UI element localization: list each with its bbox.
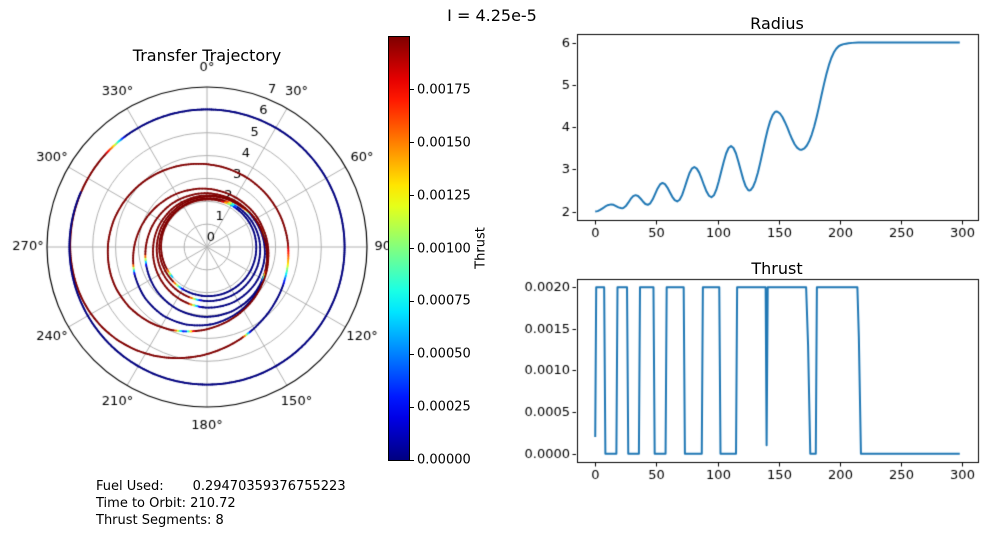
colorbar-tick-mark [410,142,414,144]
colorbar-tick-mark [410,195,414,197]
colorbar-tick-label: 0.00125 [417,188,471,204]
colorbar-tick-label: 0.00050 [417,346,471,362]
polar-chart-title: Transfer Trajectory [132,46,282,65]
thrust-segments-text: Thrust Segments: 8 [96,513,224,529]
colorbar-tick-mark [410,459,414,461]
thrust-colorbar: 0.00000 0.00025 0.00050 0.00075 0.00100 0.001… [388,36,498,468]
colorbar-axis-label: Thrust [473,227,489,269]
thrust-chart-title: Thrust [751,259,803,278]
colorbar-tick-label: 0.00075 [417,293,471,309]
colorbar-tick-mark [410,353,414,355]
colorbar-tick-label: 0.00150 [417,135,471,151]
colorbar-tick-label: 0.00175 [417,82,471,98]
transfer-trajectory-polar-chart [0,40,400,450]
colorbar-tick-label: 0.00025 [417,399,471,415]
colorbar-tick-mark [410,300,414,302]
colorbar-tick-mark [410,89,414,91]
stats-text-block: Fuel Used: 0.29470359376755223 Time to O… [96,478,346,530]
fuel-used-text: Fuel Used: 0.29470359376755223 [96,479,346,494]
colorbar-tick-label: 0.00100 [417,241,471,256]
colorbar-tick-label: 0.00000 [417,452,471,468]
time-to-orbit-text: Time to Orbit: 210.72 [96,496,236,512]
thrust-chart [500,255,989,490]
radius-chart [500,10,989,245]
colorbar-gradient [388,36,410,461]
colorbar-tick-mark [410,248,414,249]
colorbar-tick-mark [410,406,414,408]
radius-chart-title: Radius [750,14,804,33]
